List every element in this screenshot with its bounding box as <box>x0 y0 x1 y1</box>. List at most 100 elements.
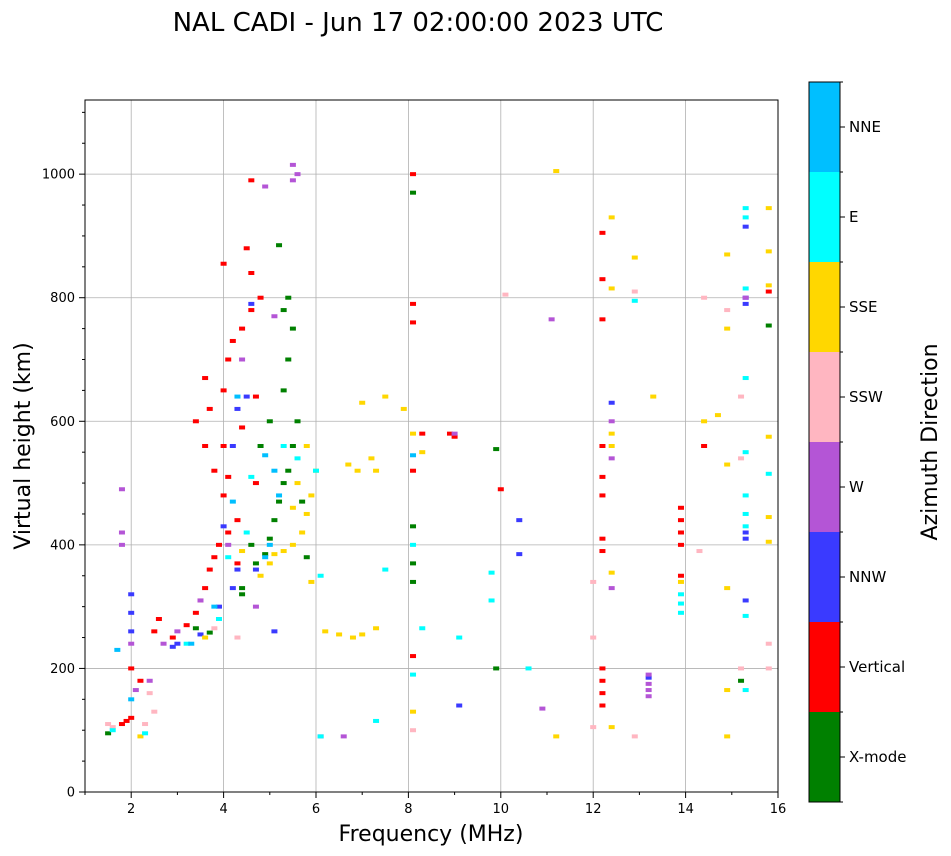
data-point <box>202 376 209 381</box>
colorbar-segment <box>809 352 840 442</box>
data-point <box>419 626 426 631</box>
data-point <box>359 400 366 405</box>
data-point <box>701 444 708 448</box>
data-point <box>590 725 597 730</box>
data-point <box>724 326 731 331</box>
x-tick-label: 12 <box>585 802 602 817</box>
data-point <box>608 215 615 220</box>
colorbar-frame <box>808 81 841 803</box>
data-point <box>132 688 139 693</box>
data-point <box>252 561 259 566</box>
data-point <box>631 298 638 303</box>
data-point <box>280 549 287 554</box>
data-point <box>155 617 162 621</box>
data-point <box>765 434 772 439</box>
data-point <box>220 388 227 393</box>
data-point <box>488 598 495 603</box>
data-point <box>410 320 417 325</box>
data-point <box>252 394 259 399</box>
data-point <box>239 326 246 331</box>
series-sse <box>137 169 772 739</box>
data-point <box>109 725 116 730</box>
data-point <box>502 292 509 297</box>
data-point <box>724 308 731 313</box>
data-point <box>128 592 135 597</box>
data-point <box>192 626 199 631</box>
data-point <box>271 552 278 557</box>
data-point <box>289 178 296 183</box>
data-point <box>765 641 772 646</box>
data-point <box>765 283 772 288</box>
data-point <box>234 561 241 566</box>
data-point <box>677 573 684 578</box>
data-point <box>765 249 772 254</box>
x-tick-label: 16 <box>770 802 787 817</box>
data-point <box>105 722 112 727</box>
data-point <box>294 172 301 177</box>
data-point <box>548 317 555 322</box>
data-point <box>280 308 287 313</box>
data-point <box>220 444 227 448</box>
data-point <box>410 301 417 306</box>
data-point <box>553 734 560 739</box>
data-point <box>419 450 426 455</box>
data-point <box>220 493 227 498</box>
data-point <box>488 570 495 575</box>
data-point <box>257 573 264 578</box>
colorbar-segment <box>809 532 840 622</box>
data-point <box>742 286 749 291</box>
data-point <box>765 289 772 294</box>
data-point <box>160 641 167 646</box>
data-point <box>285 295 292 300</box>
data-point <box>410 561 417 566</box>
data-point <box>229 338 236 343</box>
data-point <box>206 406 213 411</box>
data-point <box>359 632 366 637</box>
data-point <box>234 406 241 411</box>
data-point <box>599 703 606 708</box>
data-point <box>248 271 255 275</box>
data-point <box>742 301 749 306</box>
data-point <box>123 718 130 723</box>
data-point <box>645 688 652 693</box>
x-tick-label: 10 <box>493 802 510 817</box>
data-point <box>724 252 731 257</box>
data-point <box>539 706 546 711</box>
data-point <box>151 709 158 714</box>
data-point <box>262 184 269 189</box>
data-point <box>742 530 749 535</box>
data-point <box>553 169 560 174</box>
data-point <box>493 666 500 671</box>
data-point <box>765 539 772 544</box>
data-point <box>109 728 116 733</box>
chart-title: NAL CADI - Jun 17 02:00:00 2023 UTC <box>173 8 664 38</box>
data-point <box>677 530 684 535</box>
data-point <box>211 626 218 631</box>
data-point <box>354 468 361 473</box>
data-point <box>137 678 144 683</box>
data-point <box>410 172 417 177</box>
data-point <box>742 598 749 603</box>
data-point <box>299 499 306 504</box>
data-point <box>631 255 638 260</box>
data-point <box>239 425 246 430</box>
data-point <box>765 666 772 671</box>
data-point <box>257 295 264 300</box>
data-point <box>493 447 500 452</box>
data-point <box>599 536 606 541</box>
data-point <box>742 206 749 211</box>
data-point <box>608 431 615 436</box>
data-point <box>280 444 287 448</box>
data-point <box>118 487 125 492</box>
data-point <box>516 518 523 523</box>
series-nne <box>114 394 417 702</box>
data-point <box>183 623 190 628</box>
data-point <box>419 431 426 436</box>
data-point <box>345 462 352 467</box>
colorbar-segment <box>809 82 840 172</box>
data-point <box>714 413 721 418</box>
data-point <box>202 635 209 640</box>
colorbar-tick-label: E <box>849 208 858 226</box>
data-point <box>197 598 204 603</box>
data-point <box>410 672 417 677</box>
